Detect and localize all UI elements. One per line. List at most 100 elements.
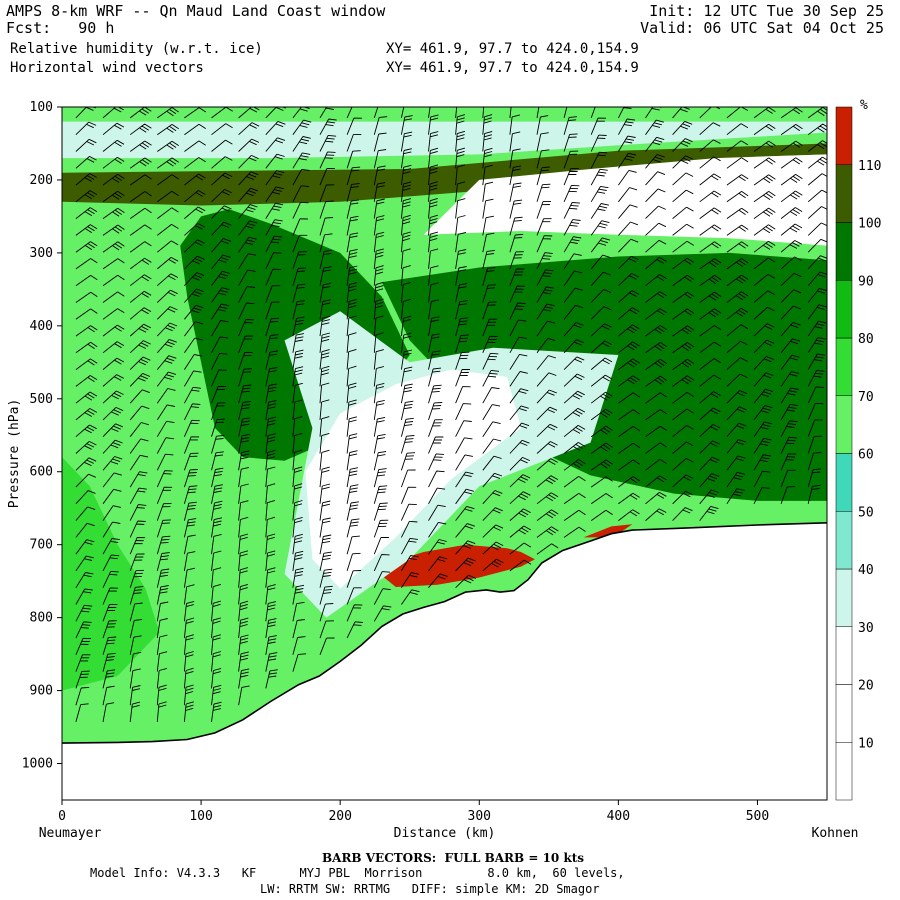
- wind-barb-835: [807, 402, 824, 421]
- wind-barb-743: [699, 489, 719, 505]
- wind-barb-491: [455, 249, 467, 269]
- wind-barb-245: [238, 483, 249, 504]
- wind-barb-737: [699, 391, 721, 404]
- wind-barb-592: [536, 526, 559, 538]
- wind-barb-540: [509, 114, 521, 135]
- wind-barb-26: [75, 539, 95, 555]
- wind-barb-49: [102, 308, 125, 320]
- wind-barb-691: [645, 459, 667, 471]
- xy-coords-rh: XY= 461.9, 97.7 to 424.0,154.9: [386, 41, 639, 57]
- wind-barb-413: [373, 451, 387, 471]
- rh-region-0: [62, 143, 827, 206]
- wind-barb-666: [618, 459, 640, 471]
- wind-barb-718: [672, 490, 693, 505]
- wind-barb-440: [400, 383, 413, 404]
- wind-barb-68: [102, 620, 117, 639]
- wind-barb-151: [184, 157, 206, 169]
- wind-barb-114: [157, 157, 179, 169]
- wind-barb-522: [482, 284, 497, 303]
- wind-barb-422: [373, 605, 392, 622]
- wind-barb-240: [238, 400, 251, 421]
- wind-barb-437: [400, 332, 412, 353]
- wind-barb-220: [211, 684, 222, 706]
- wind-barb-643: [590, 493, 613, 505]
- wind-barb-323: [292, 601, 305, 622]
- wind-barb-598: [563, 167, 579, 186]
- wind-barb-152: [184, 173, 206, 186]
- wind-barb-188: [211, 156, 233, 169]
- wind-barb-467: [428, 333, 440, 353]
- wind-barb-341: [319, 332, 331, 353]
- wind-barb-313: [292, 432, 303, 454]
- wind-barb-659: [618, 341, 640, 354]
- wind-barb-730: [699, 275, 722, 287]
- wind-barb-466: [428, 316, 440, 337]
- wind-barb-552: [509, 319, 527, 337]
- wind-barb-236: [238, 335, 254, 353]
- wind-barb-404: [373, 298, 384, 320]
- wind-barb-641: [590, 459, 613, 471]
- wind-barb-470: [428, 384, 442, 404]
- wind-barb-385: [346, 518, 360, 538]
- wind-barb-462: [428, 248, 439, 269]
- wind-barb-19: [75, 424, 97, 438]
- wind-barb-11: [75, 291, 98, 303]
- colorbar-swatch-2: [835, 626, 853, 685]
- wind-barb-676: [645, 205, 666, 219]
- wind-barb-181: [183, 651, 194, 672]
- wind-barb-129: [156, 404, 176, 421]
- wind-barb-350: [319, 483, 331, 504]
- wind-barb-17: [75, 391, 98, 404]
- wind-barb-546: [509, 216, 523, 236]
- wind-barb-603: [563, 253, 582, 270]
- wind-barb-339: [319, 299, 331, 320]
- wind-barb-21: [75, 457, 97, 471]
- wind-barb-297: [292, 168, 310, 186]
- wind-barb-689: [645, 425, 668, 438]
- wind-barb-633: [590, 323, 612, 337]
- wind-barb-345: [319, 399, 330, 420]
- wind-barb-417: [373, 519, 389, 538]
- wind-barb-157: [184, 255, 205, 270]
- wind-barb-629: [590, 254, 611, 270]
- y-tick-label-700: 700: [30, 538, 53, 553]
- wind-barb-235: [238, 319, 254, 337]
- wind-barb-122: [156, 289, 178, 303]
- wind-barb-563: [509, 508, 531, 521]
- wind-barb-80: [129, 207, 152, 219]
- wind-barb-117: [157, 207, 179, 219]
- wind-barb-662: [618, 392, 640, 404]
- wind-barb-486: [455, 164, 466, 186]
- wind-barb-802: [780, 256, 802, 270]
- wind-barb-115: [157, 174, 179, 186]
- wind-barb-571: [536, 166, 550, 186]
- wind-barb-590: [536, 492, 559, 505]
- wind-barb-285: [265, 550, 276, 571]
- wind-barb-27: [75, 555, 94, 572]
- wind-barb-182: [183, 667, 194, 689]
- wind-barb-625: [590, 185, 609, 203]
- wind-barb-591: [536, 509, 559, 521]
- wind-barb-757: [726, 307, 749, 320]
- wind-barb-215: [211, 600, 221, 622]
- wind-barb-346: [319, 416, 330, 437]
- wind-barb-98: [129, 504, 147, 521]
- colorbar-swatch-6: [835, 395, 853, 454]
- wind-barb-289: [265, 618, 277, 639]
- wind-barb-473: [428, 436, 444, 454]
- colorbar-swatch-7: [835, 337, 853, 396]
- wind-barb-356: [319, 585, 333, 605]
- wind-barb-572: [536, 183, 551, 202]
- wind-barb-5: [75, 190, 98, 203]
- wind-barb-429: [400, 198, 412, 219]
- wind-barb-815: [780, 469, 796, 488]
- wind-barb-276: [265, 400, 277, 420]
- wind-barb-254: [238, 634, 249, 655]
- wind-barb-248: [238, 533, 249, 555]
- wind-barb-818: [807, 123, 827, 136]
- wind-barb-536: [482, 524, 504, 538]
- wind-barb-694: [645, 508, 667, 521]
- wind-barb-433: [400, 265, 411, 286]
- x-tick-label-500: 500: [746, 809, 769, 824]
